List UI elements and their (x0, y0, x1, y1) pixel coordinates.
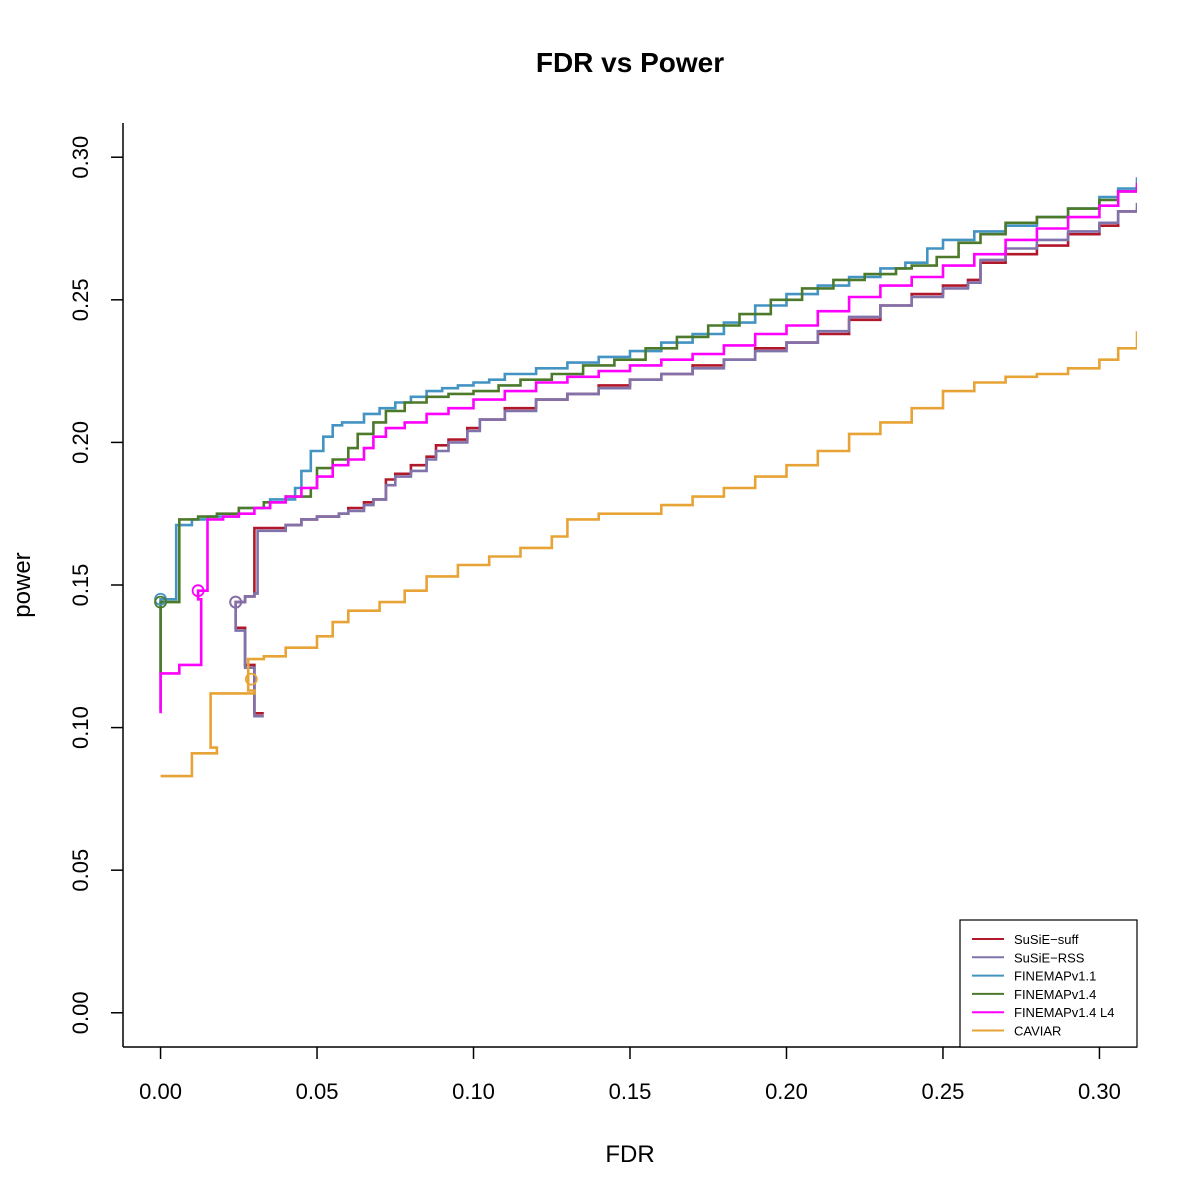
y-tick-label: 0.30 (68, 136, 93, 179)
legend-label-2: FINEMAPv1.1 (1014, 969, 1096, 984)
series-marker-1 (229, 595, 243, 609)
series-marker-4 (191, 584, 205, 598)
y-tick-label: 0.05 (68, 849, 93, 892)
legend-label-5: CAVIAR (1014, 1024, 1061, 1039)
y-tick-label: 0.15 (68, 564, 93, 607)
series-line-5 (160, 331, 1137, 778)
x-axis-label: FDR (605, 1141, 654, 1168)
series-marker-5 (244, 672, 258, 686)
y-axis-label: power (9, 552, 36, 617)
y-tick-label: 0.25 (68, 278, 93, 321)
legend-label-0: SuSiE−suff (1014, 932, 1079, 947)
legend-label-4: FINEMAPv1.4 L4 (1014, 1005, 1114, 1020)
x-tick-label: 0.30 (1078, 1079, 1121, 1104)
y-tick-label: 0.10 (68, 706, 93, 749)
legend: SuSiE−suff SuSiE−RSS FINEMAPv1.1 FINEMAPv1.… (959, 919, 1138, 1048)
x-tick-label: 0.10 (452, 1079, 495, 1104)
x-tick-label: 0.20 (765, 1079, 808, 1104)
series-layer (159, 177, 1137, 778)
y-tick-label: 0.20 (68, 421, 93, 464)
series-line-2 (159, 177, 1137, 711)
marker-layer (154, 584, 258, 686)
legend-box (959, 919, 1138, 1048)
legend-label-1: SuSiE−RSS (1014, 950, 1085, 965)
x-tick-label: 0.00 (139, 1079, 182, 1104)
y-tick-label: 0.00 (68, 991, 93, 1034)
x-tick-label: 0.05 (296, 1079, 339, 1104)
x-tick-label: 0.25 (922, 1079, 965, 1104)
series-marker-3 (154, 595, 167, 609)
axes: 0.00 0.05 0.10 0.15 0.20 0.25 0.30 0.00 0.05 0.10… (68, 123, 1137, 1104)
x-tick-label: 0.15 (609, 1079, 652, 1104)
series-line-1 (234, 202, 1137, 718)
chart-title: FDR vs Power (536, 47, 724, 78)
legend-label-3: FINEMAPv1.4 (1014, 987, 1096, 1002)
series-line-4 (159, 182, 1137, 714)
